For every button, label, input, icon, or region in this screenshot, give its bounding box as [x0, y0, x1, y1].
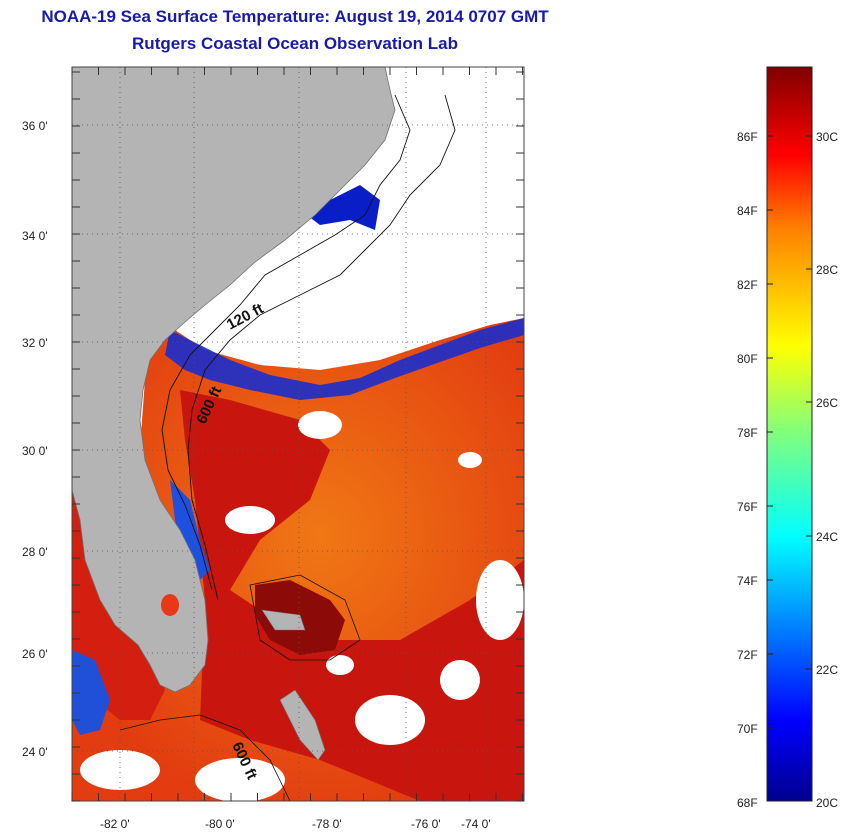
graticule	[72, 67, 524, 801]
lon-label: -76 0'	[411, 817, 441, 831]
cool-coastal-fringe	[165, 318, 524, 400]
colorbar-f-label: 80F	[737, 352, 758, 366]
land-island	[279, 689, 326, 761]
cool-keys-region	[72, 650, 110, 735]
map-frame	[71, 66, 525, 802]
colorbar-f-label: 76F	[737, 500, 758, 514]
colorbar-f-label: 78F	[737, 426, 758, 440]
contour-600ft	[187, 94, 456, 601]
map-ticks	[71, 67, 524, 802]
longitude-labels: -82 0' -80 0' -78 0' -76 0' -74 0'	[100, 817, 491, 831]
lon-label: -80 0'	[205, 817, 235, 831]
colorbar-ticks	[767, 135, 812, 729]
colorbar	[766, 66, 813, 802]
cloud-patch	[458, 452, 482, 468]
cloud-patch	[326, 655, 354, 675]
colorbar-f-label: 82F	[737, 278, 758, 292]
hot-core-region	[180, 390, 524, 801]
colorbar-c-label: 20C	[816, 796, 838, 810]
colorbar-celsius-labels: 30C 28C 26C 24C 22C 20C	[816, 130, 838, 810]
colorbar-c-label: 22C	[816, 663, 838, 677]
lat-label: 34 0'	[22, 229, 48, 243]
cloud-patch	[80, 750, 160, 790]
cloud-patch	[195, 758, 285, 801]
contour-keys	[119, 714, 291, 801]
cloud-patch	[225, 506, 275, 534]
cloud-patch	[476, 560, 524, 640]
cloud-patch	[298, 411, 342, 439]
contour-120ft	[161, 94, 411, 591]
lon-label: -78 0'	[312, 817, 342, 831]
lon-label: -74 0'	[461, 817, 491, 831]
map-title: NOAA-19 Sea Surface Temperature: August …	[41, 7, 549, 26]
colorbar-c-label: 24C	[816, 530, 838, 544]
lat-label: 32 0'	[22, 336, 48, 350]
colorbar-f-label: 86F	[737, 130, 758, 144]
latitude-labels: 36 0' 34 0' 32 0' 30 0' 28 0' 26 0' 24 0…	[22, 119, 48, 759]
colorbar-f-label: 70F	[737, 722, 758, 736]
land-mass	[72, 67, 396, 693]
lat-label: 28 0'	[22, 545, 48, 559]
cloud-patch	[440, 660, 480, 700]
colorbar-c-label: 30C	[816, 130, 838, 144]
cloud-patch	[355, 695, 425, 745]
lat-label: 36 0'	[22, 119, 48, 133]
colorbar-f-label: 72F	[737, 648, 758, 662]
lon-label: -82 0'	[100, 817, 130, 831]
cool-florida-coast	[170, 480, 210, 580]
lake-okeechobee	[161, 594, 179, 616]
lat-label: 26 0'	[22, 647, 48, 661]
map-subtitle: Rutgers Coastal Ocean Observation Lab	[132, 34, 458, 53]
sst-map	[72, 67, 524, 801]
colorbar-c-label: 26C	[816, 396, 838, 410]
colorbar-fahrenheit-labels: 86F 84F 82F 80F 78F 76F 74F 72F 70F 68F	[737, 130, 758, 810]
colorbar-f-label: 84F	[737, 204, 758, 218]
colorbar-f-label: 68F	[737, 796, 758, 810]
contour-bahamas	[249, 574, 361, 661]
colorbar-f-label: 74F	[737, 574, 758, 588]
land-island	[261, 609, 306, 631]
lat-label: 30 0'	[22, 444, 48, 458]
colorbar-c-label: 28C	[816, 263, 838, 277]
lat-label: 24 0'	[22, 745, 48, 759]
